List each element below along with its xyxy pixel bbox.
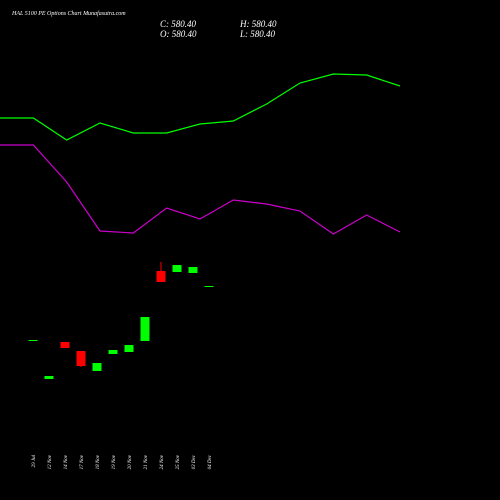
high-label: H: 580.40 <box>239 19 277 29</box>
close-label: C: 580.40 <box>160 19 197 29</box>
candle-body <box>108 350 118 354</box>
x-tick-label: 25 Nov <box>176 454 181 469</box>
low-label: L: 580.40 <box>239 29 276 39</box>
indicator-line <box>0 144 401 235</box>
candle-body <box>28 340 38 341</box>
indicator-line <box>0 73 401 141</box>
x-tick-label: 14 Nov <box>64 454 69 469</box>
candle-body <box>92 363 102 371</box>
x-tick-label: 20 Nov <box>128 454 133 469</box>
candle-body <box>140 317 150 341</box>
x-tick-label: 17 Nov <box>80 454 85 469</box>
x-tick-label: 29 Jul <box>32 454 37 467</box>
x-tick-label: 03 Dec <box>192 454 197 469</box>
x-tick-label: 04 Dec <box>208 454 213 469</box>
open-label: O: 580.40 <box>160 29 197 39</box>
candle-body <box>188 267 198 273</box>
candle-body <box>156 271 166 282</box>
x-tick-label: 19 Nov <box>112 454 117 469</box>
candle-body <box>172 265 182 272</box>
x-tick-label: 12 Nov <box>48 454 53 469</box>
candle-body <box>60 342 70 348</box>
candle-body <box>76 351 86 366</box>
candle-body <box>124 345 134 352</box>
x-tick-label: 21 Nov <box>144 454 149 469</box>
candle-body <box>204 286 214 287</box>
chart-title: HAL 5100 PE Options Chart Munafasutra.co… <box>11 10 126 17</box>
x-tick-label: 24 Nov <box>160 454 165 469</box>
x-tick-label: 18 Nov <box>96 454 101 469</box>
candle-body <box>44 376 54 379</box>
